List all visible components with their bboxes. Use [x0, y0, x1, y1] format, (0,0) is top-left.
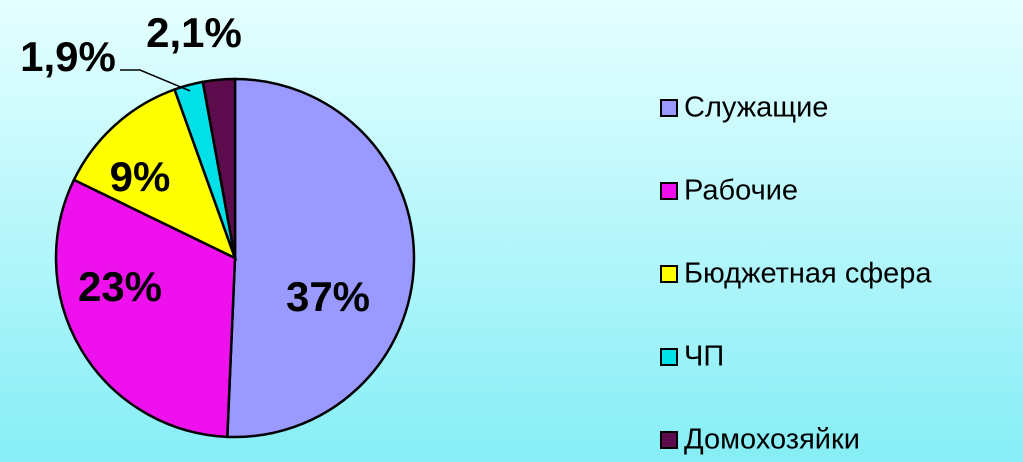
- value-label: 23%: [78, 263, 162, 310]
- legend-label: Бюджетная сфера: [684, 258, 932, 290]
- value-label: 37%: [286, 273, 370, 320]
- pie-slice: [201, 77, 237, 259]
- legend-label: Домохозяйки: [684, 424, 860, 456]
- value-label: 1,9%: [20, 33, 116, 80]
- legend: Служащие Рабочие Бюджетная сфера ЧП Домохозя…: [660, 92, 932, 456]
- legend-swatch: [660, 348, 678, 366]
- value-label: 2,1%: [146, 9, 242, 56]
- value-label: 9%: [110, 153, 171, 200]
- legend-swatch: [660, 99, 678, 117]
- legend-swatch: [660, 182, 678, 200]
- legend-label: Служащие: [684, 92, 828, 124]
- value-labels: 37% 23% 9% 1,9% 2,1%: [20, 9, 370, 320]
- legend-label: ЧП: [684, 341, 724, 373]
- leader-line: [120, 69, 191, 92]
- pie-slice: [225, 77, 416, 439]
- legend-swatch: [660, 431, 678, 449]
- pie-slice: [54, 178, 237, 439]
- pie-slice: [72, 87, 238, 261]
- pie: [54, 77, 416, 439]
- legend-swatch: [660, 265, 678, 283]
- legend-label: Рабочие: [684, 175, 798, 207]
